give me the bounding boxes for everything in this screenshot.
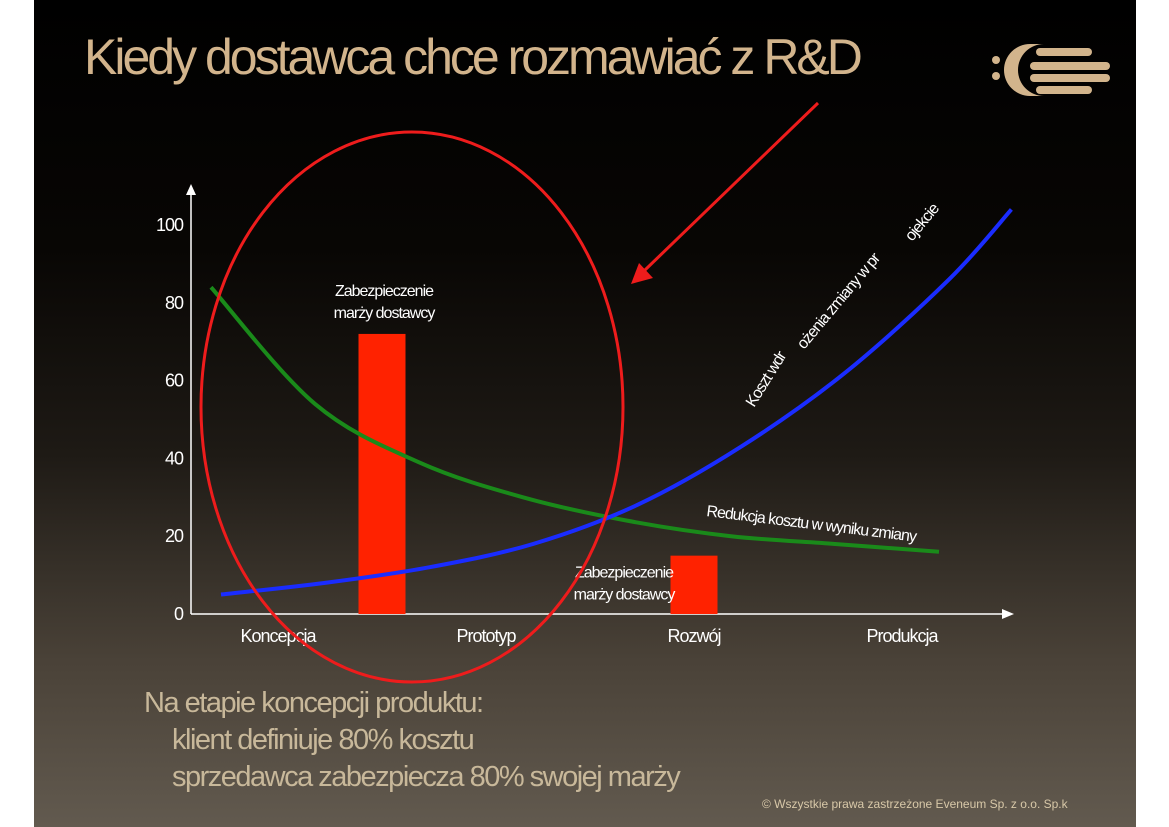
bar-data-label: marży dostawcy	[334, 305, 436, 322]
bottom-text: Na etapie koncepcji produktu: klient def…	[144, 685, 681, 796]
bar-data-label: Zabezpieczenie	[335, 283, 434, 300]
highlight-ellipse	[199, 130, 625, 684]
copyright-footer: © Wszystkie prawa zastrzeżone Eveneum Sp…	[762, 797, 1068, 811]
y-tick-label: 60	[165, 371, 184, 391]
y-tick-label: 0	[174, 604, 184, 624]
bottom-line-1: Na etapie koncepcji produktu:	[144, 687, 484, 719]
chart-axes	[186, 184, 1014, 619]
slide: Kiedy dostawca chce rozmawiać z R&D 0 20 4…	[34, 0, 1136, 827]
y-axis-arrow	[186, 184, 196, 195]
bottom-line-2: klient definiuje 80% kosztu	[172, 724, 475, 756]
series-line	[209, 285, 940, 554]
y-tick-labels: 0 20 40 60 80 100	[156, 215, 185, 624]
eveneum-logo-icon	[992, 44, 1110, 96]
bar-data-label: marży dostawcy	[574, 587, 676, 604]
annotations: Zabezpieczenie marży dostawcy Zabezpieczen…	[334, 200, 944, 604]
x-tick-label: Prototyp	[456, 626, 516, 646]
y-tick-label: 100	[156, 215, 184, 235]
series-label-part: ojekcie	[902, 200, 943, 245]
slide-title: Kiedy dostawca chce rozmawiać z R&D	[84, 29, 863, 85]
lines	[209, 208, 1013, 597]
series-label-part: Koszt wdr	[743, 348, 791, 410]
bottom-line-3: sprzedawca zabezpiecza 80% swojej marży	[172, 761, 681, 793]
series-line	[220, 208, 1013, 597]
bar	[670, 555, 718, 614]
series-label-part: ożenia zmiany w pr	[794, 249, 885, 352]
bar-data-label: Zabezpieczenie	[575, 565, 674, 582]
y-tick-label: 20	[165, 526, 184, 546]
series-label: Redukcja kosztu w wyniku zmiany	[706, 503, 918, 546]
x-axis-arrow	[1002, 609, 1014, 619]
y-tick-label: 80	[165, 293, 184, 313]
red-arrow	[631, 101, 820, 284]
y-tick-label: 40	[165, 448, 184, 468]
bars	[358, 333, 718, 614]
x-tick-labels: Koncepcja Prototyp Rozwój Produkcja	[240, 626, 940, 646]
x-tick-label: Rozwój	[667, 626, 720, 646]
x-tick-label: Produkcja	[866, 626, 939, 646]
bar	[358, 333, 406, 614]
